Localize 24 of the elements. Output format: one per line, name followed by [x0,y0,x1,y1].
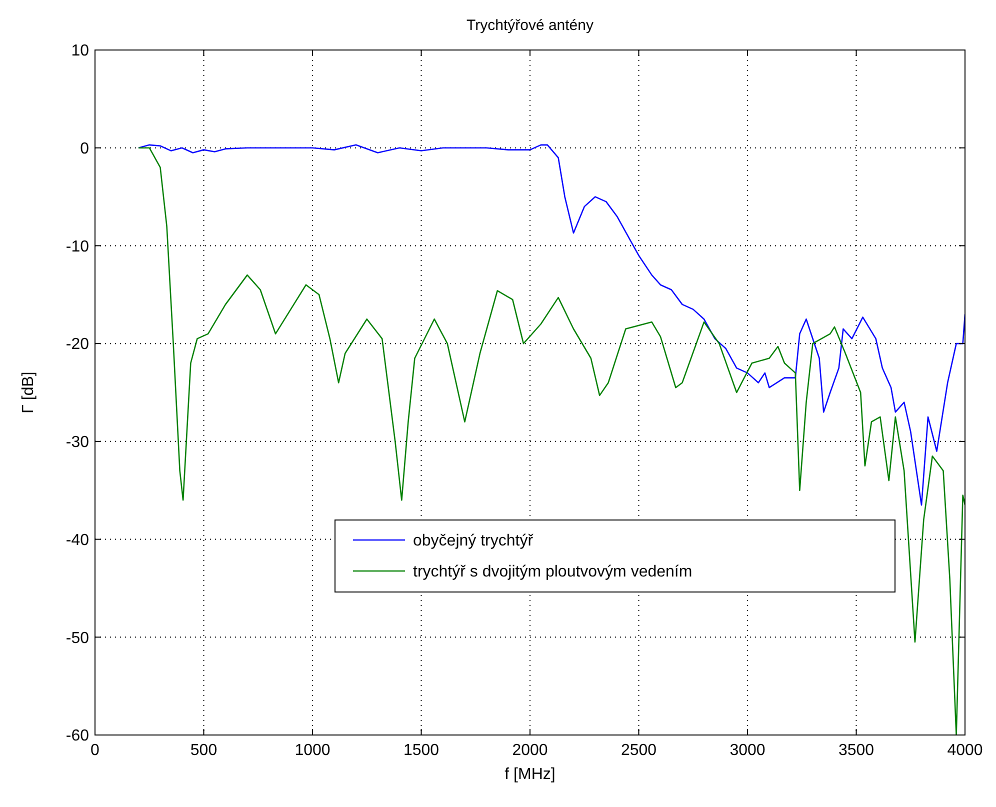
y-tick-label: -20 [66,336,90,354]
y-tick-label: -40 [66,532,90,549]
y-tick-label: -50 [66,630,90,647]
legend-label: trychtýř s dvojitým ploutvovým vedením [413,564,692,581]
x-axis-title: f [MHz] [504,766,556,783]
line-series [138,147,965,735]
x-tick-label: 0 [90,742,100,759]
x-tick-label: 2000 [512,742,548,759]
y-tick-label: 10 [71,42,90,60]
y-tick-label: -30 [66,434,90,452]
x-tick-label: 500 [190,742,218,759]
legend-label: obyčejný trychtýř [413,532,534,550]
line-series [138,144,965,506]
x-tick-label: 3500 [838,742,874,759]
x-tick-label: 1000 [294,742,330,759]
y-tick-label: -60 [66,728,90,745]
y-tick-label: 0 [80,140,90,158]
x-tick-label: 1500 [403,742,440,759]
x-tick-label: 4000 [947,742,983,759]
x-tick-label: 3000 [730,742,766,759]
y-tick-label: -10 [66,238,90,256]
chart-title: Trychtýřové antény [466,17,594,34]
x-tick-label: 2500 [620,742,657,759]
y-axis-title: Γ [dB] [20,372,37,414]
